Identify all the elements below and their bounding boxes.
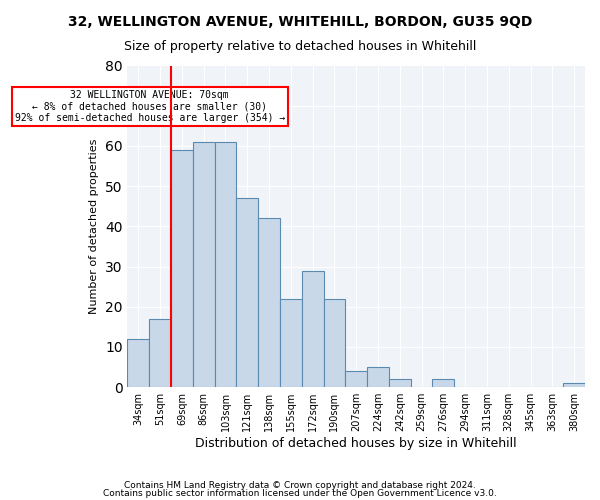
Text: 32 WELLINGTON AVENUE: 70sqm
← 8% of detached houses are smaller (30)
92% of semi: 32 WELLINGTON AVENUE: 70sqm ← 8% of deta…	[14, 90, 285, 123]
Bar	[367, 367, 389, 387]
Bar	[433, 379, 454, 387]
Bar	[280, 298, 302, 387]
Bar	[302, 270, 323, 387]
Text: Contains public sector information licensed under the Open Government Licence v3: Contains public sector information licen…	[103, 488, 497, 498]
Bar	[127, 339, 149, 387]
Text: Size of property relative to detached houses in Whitehill: Size of property relative to detached ho…	[124, 40, 476, 53]
Bar	[193, 142, 215, 387]
Bar	[563, 383, 585, 387]
Bar	[258, 218, 280, 387]
Text: 32, WELLINGTON AVENUE, WHITEHILL, BORDON, GU35 9QD: 32, WELLINGTON AVENUE, WHITEHILL, BORDON…	[68, 15, 532, 29]
Bar	[171, 150, 193, 387]
Bar	[215, 142, 236, 387]
Bar	[346, 371, 367, 387]
Bar	[323, 298, 346, 387]
Bar	[236, 198, 258, 387]
X-axis label: Distribution of detached houses by size in Whitehill: Distribution of detached houses by size …	[196, 437, 517, 450]
Y-axis label: Number of detached properties: Number of detached properties	[89, 138, 100, 314]
Bar	[389, 379, 410, 387]
Bar	[149, 319, 171, 387]
Text: Contains HM Land Registry data © Crown copyright and database right 2024.: Contains HM Land Registry data © Crown c…	[124, 481, 476, 490]
